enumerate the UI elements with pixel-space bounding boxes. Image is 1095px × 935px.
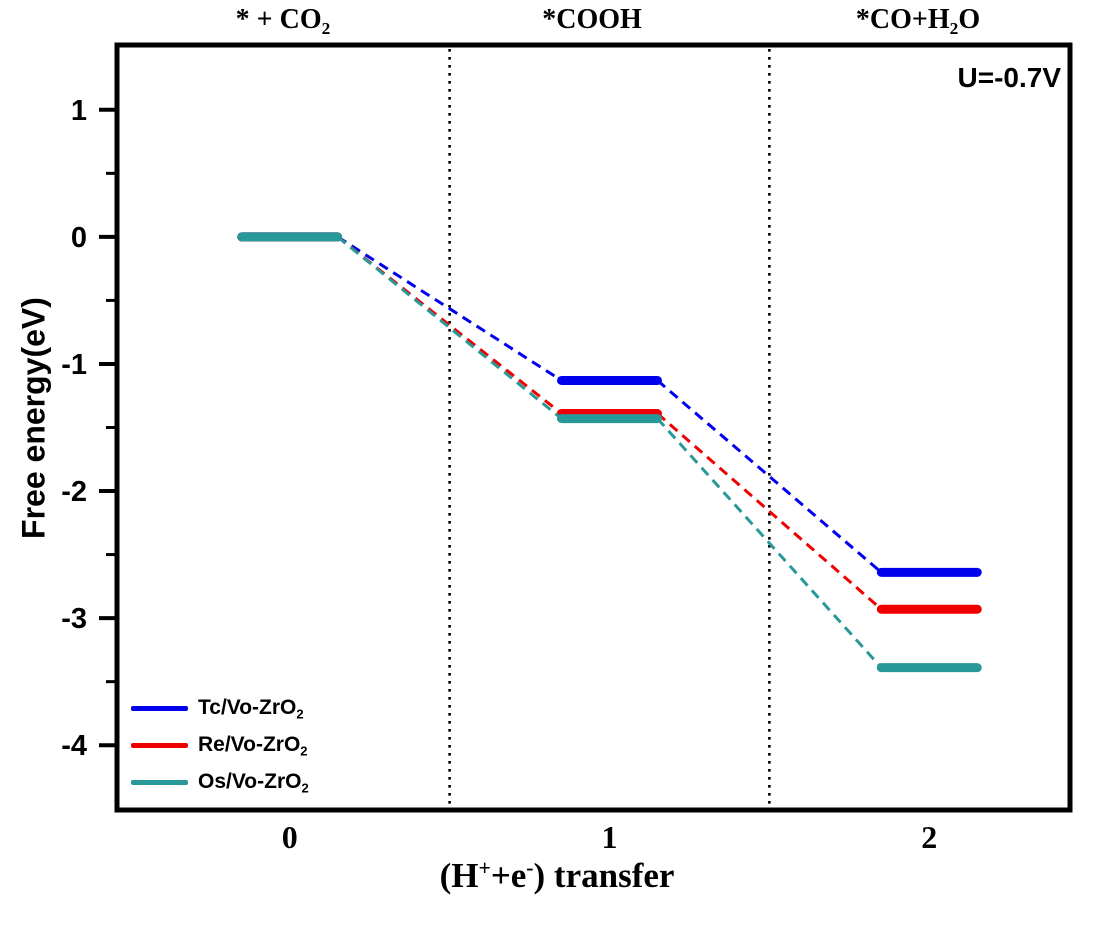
step-label-co-h2o: *CO+H2O bbox=[856, 0, 980, 40]
label-sub-segment: 2 bbox=[296, 706, 304, 722]
x-axis-title: (H++e-) transfer bbox=[440, 856, 675, 896]
label-sup-segment: - bbox=[526, 856, 534, 881]
label-segment: (H bbox=[439, 856, 479, 895]
legend-item: Os/Vo-ZrO2 bbox=[131, 764, 309, 801]
legend-item: Re/Vo-ZrO2 bbox=[131, 727, 309, 764]
connector-line bbox=[336, 235, 563, 420]
y-tick-label: -3 bbox=[61, 603, 87, 635]
legend-label: Os/Vo-ZrO2 bbox=[198, 770, 309, 796]
legend-color-swatch bbox=[131, 706, 188, 711]
x-tick-label: 1 bbox=[601, 819, 617, 855]
label-segment: Os/Vo-ZrO bbox=[198, 769, 302, 793]
label-segment: Re/Vo-ZrO bbox=[198, 732, 301, 756]
label-sub-segment: 2 bbox=[301, 780, 309, 796]
connector-line bbox=[336, 235, 563, 415]
series-Tc-Vo-ZrO2 bbox=[237, 232, 982, 577]
y-axis-ticks bbox=[99, 107, 117, 748]
step-label-cooh: *COOH bbox=[542, 0, 642, 40]
connector-line bbox=[336, 235, 563, 382]
y-tick-label: 1 bbox=[71, 95, 87, 127]
y-tick-label: -4 bbox=[61, 730, 87, 762]
step-label-co2: * + CO2 bbox=[236, 0, 331, 40]
legend: Tc/Vo-ZrO2 Re/Vo-ZrO2 Os/Vo-ZrO2 bbox=[131, 690, 309, 801]
plot-border bbox=[114, 42, 1073, 813]
legend-item: Tc/Vo-ZrO2 bbox=[131, 690, 309, 727]
label-sub-segment: 2 bbox=[321, 19, 331, 39]
legend-label: Re/Vo-ZrO2 bbox=[198, 733, 308, 759]
connector-line bbox=[656, 417, 883, 669]
label-segment: *CO+H bbox=[855, 4, 950, 35]
x-tick-label: 2 bbox=[921, 819, 937, 855]
applied-potential-annotation: U=-0.7V bbox=[957, 62, 1062, 93]
connector-line bbox=[656, 412, 883, 611]
legend-color-swatch bbox=[131, 743, 188, 748]
step-separators bbox=[448, 49, 771, 806]
series-Os-Vo-ZrO2 bbox=[237, 232, 982, 673]
label-segment: ) transfer bbox=[533, 856, 675, 895]
x-tick-label: 0 bbox=[282, 819, 298, 855]
y-axis-title: Free energy(eV) bbox=[15, 297, 52, 539]
legend-color-swatch bbox=[131, 780, 188, 785]
x-tick-labels: 0 1 2 bbox=[282, 819, 938, 855]
label-sup-segment: + bbox=[478, 856, 491, 881]
label-segment: *COOH bbox=[542, 4, 642, 35]
label-sub-segment: 2 bbox=[949, 19, 959, 39]
label-sub-segment: 2 bbox=[300, 743, 308, 759]
y-tick-labels: 1 0 -1 -2 -3 -4 bbox=[61, 95, 87, 762]
label-segment: +e bbox=[490, 856, 527, 895]
y-tick-label: -1 bbox=[61, 349, 87, 381]
y-tick-label: 0 bbox=[71, 222, 87, 254]
label-segment: * + CO bbox=[235, 4, 322, 35]
y-tick-label: -2 bbox=[61, 476, 87, 508]
legend-label: Tc/Vo-ZrO2 bbox=[198, 696, 304, 722]
label-segment: O bbox=[958, 4, 981, 35]
label-segment: Tc/Vo-ZrO bbox=[198, 695, 297, 719]
